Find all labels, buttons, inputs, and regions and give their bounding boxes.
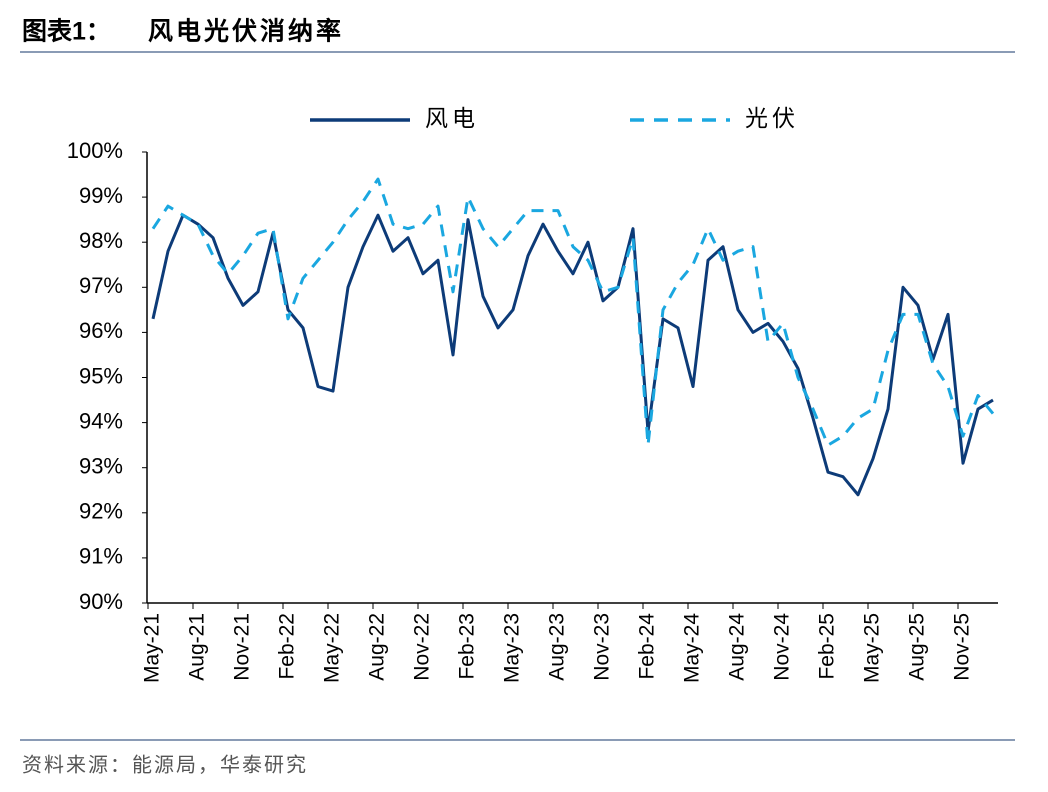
y-tick-label: 99% <box>79 183 123 208</box>
x-tick-label: Aug-24 <box>726 613 749 681</box>
x-tick-label: May-24 <box>681 613 704 683</box>
y-tick-label: 97% <box>79 273 123 298</box>
figure-title: 风电光伏消纳率 <box>148 17 344 46</box>
x-tick-label: Aug-22 <box>366 613 389 681</box>
x-tick-label: Feb-24 <box>636 613 659 680</box>
y-tick-label: 91% <box>79 544 123 569</box>
x-tick-label: Nov-21 <box>231 613 254 681</box>
y-tick-label: 90% <box>79 589 123 614</box>
x-tick-label: Aug-23 <box>546 613 569 681</box>
y-tick-label: 100% <box>67 138 123 163</box>
y-tick-label: 96% <box>79 318 123 343</box>
legend-label: 光伏 <box>745 105 799 131</box>
y-tick-label: 92% <box>79 499 123 524</box>
x-tick-label: May-25 <box>861 613 884 683</box>
figure-label: 图表1： <box>22 18 111 46</box>
x-tick-label: May-21 <box>141 613 164 683</box>
x-tick-label: Aug-25 <box>906 613 929 681</box>
y-tick-label: 93% <box>79 454 123 479</box>
x-tick-label: Nov-22 <box>411 613 434 681</box>
x-tick-label: Nov-24 <box>771 613 794 681</box>
x-tick-label: May-23 <box>501 613 524 683</box>
x-tick-label: Nov-25 <box>951 613 974 681</box>
x-tick-label: Feb-25 <box>816 613 839 680</box>
source: 资料来源：能源局，华泰研究 <box>22 753 308 776</box>
x-tick-label: Aug-21 <box>186 613 209 681</box>
series-line <box>151 213 994 497</box>
x-tick-label: Feb-22 <box>276 613 299 680</box>
y-tick-label: 95% <box>79 363 123 388</box>
x-tick-label: May-22 <box>321 613 344 683</box>
series-line <box>151 177 995 447</box>
x-tick-label: Feb-23 <box>456 613 479 680</box>
y-tick-label: 94% <box>79 408 123 433</box>
legend-label: 风电 <box>425 105 479 131</box>
y-tick-label: 98% <box>79 228 123 253</box>
x-tick-label: Nov-23 <box>591 613 614 681</box>
